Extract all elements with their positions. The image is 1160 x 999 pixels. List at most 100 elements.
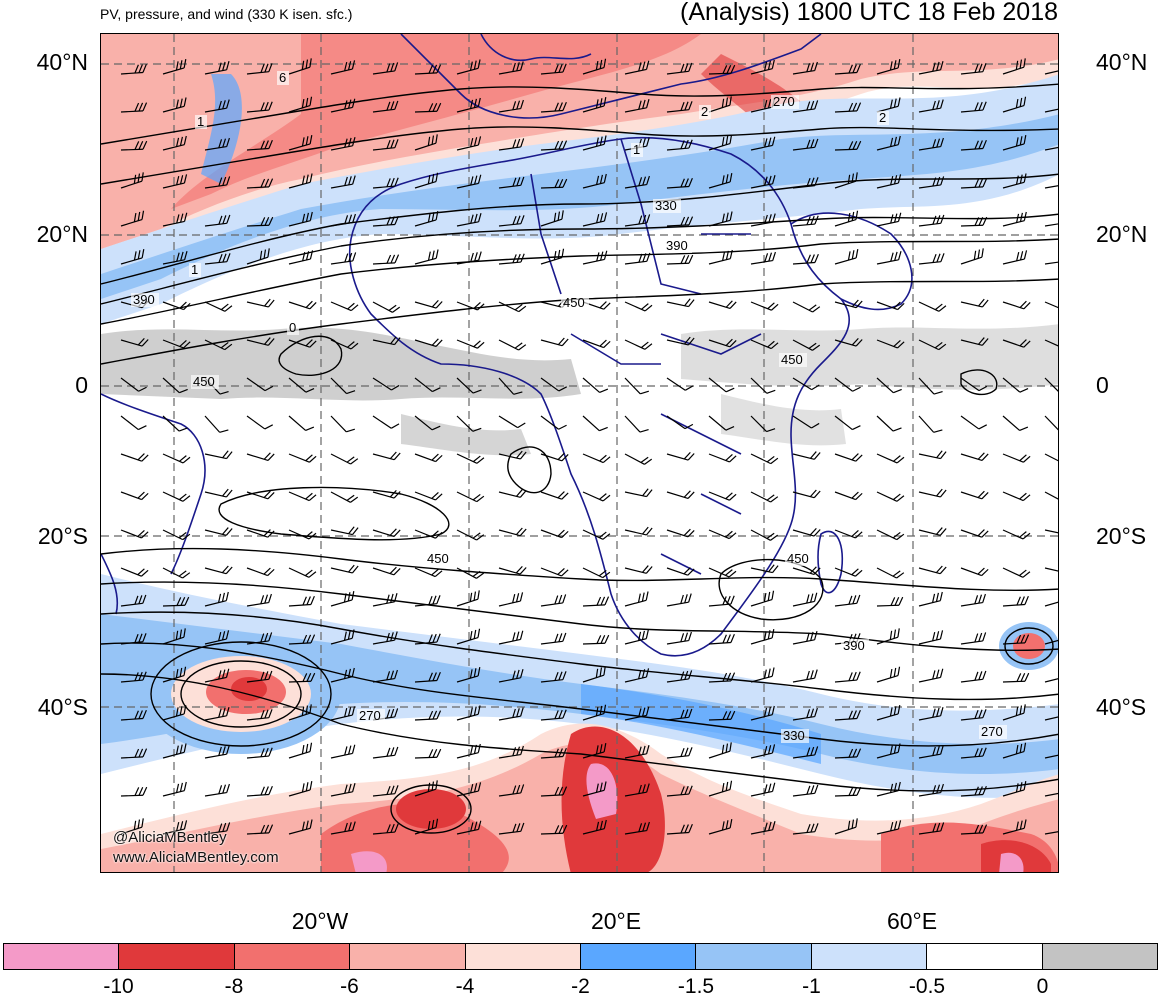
wind-barb-icon — [540, 747, 567, 759]
wind-barb-icon — [876, 415, 902, 432]
pressure-contours — [101, 83, 1058, 834]
lat-label-left-eq: 0 — [75, 372, 88, 398]
wind-barb-icon — [582, 634, 610, 645]
wind-barb-icon — [1002, 491, 1031, 502]
wind-barb-icon — [162, 567, 191, 579]
wind-barb-icon — [414, 134, 438, 151]
contour-label: 1 — [191, 262, 198, 277]
wind-barb-icon — [330, 744, 356, 759]
wind-barb-icon — [960, 377, 988, 392]
wind-barb-icon — [456, 628, 481, 645]
wind-barb-icon — [960, 298, 989, 308]
wind-barb-icon — [918, 822, 945, 835]
wind-barb-icon — [918, 99, 944, 113]
wind-barb-icon — [498, 592, 524, 607]
wind-barb-icon — [414, 172, 439, 189]
wind-barb-icon — [288, 595, 315, 607]
wind-barb-icon — [204, 99, 230, 113]
wind-barb-icon — [372, 177, 399, 189]
wind-barb-icon — [456, 491, 485, 503]
wind-barb-icon — [708, 710, 736, 721]
wind-barb-icon — [372, 566, 401, 576]
wind-barb-icon — [330, 137, 356, 151]
wind-barb-icon — [498, 565, 527, 575]
contour-label: 390 — [133, 292, 155, 307]
wind-barb-icon — [120, 210, 145, 227]
wind-barb-icon — [414, 633, 441, 645]
wind-barb-icon — [708, 211, 733, 227]
wind-barb-icon — [330, 591, 355, 607]
wind-barb-icon — [834, 491, 863, 501]
lat-label-left-40s: 40°S — [37, 694, 88, 720]
lat-lon-grid — [101, 34, 1058, 872]
wind-barb-icon — [498, 745, 525, 759]
wind-barb-icon — [708, 134, 733, 151]
wind-barb-icon — [750, 590, 775, 607]
wind-barb-icon — [624, 377, 649, 395]
wind-barb-icon — [330, 821, 356, 835]
wind-barb-icon — [918, 668, 944, 683]
wind-barb-icon — [330, 783, 356, 797]
wind-barb-icon — [204, 214, 231, 227]
wind-barb-icon — [288, 173, 313, 189]
wind-barb-icon — [666, 101, 693, 113]
wind-barb-icon — [204, 488, 233, 498]
wind-barb-icon — [666, 415, 694, 430]
wind-barb-icon — [414, 595, 441, 607]
lon-label-60e: 60°E — [886, 908, 938, 934]
wind-barbs — [120, 58, 1058, 835]
coastlines — [101, 34, 913, 657]
wind-barb-icon — [750, 667, 775, 683]
wind-barb-icon — [1044, 669, 1058, 683]
colorbar — [3, 943, 1158, 970]
wind-barb-icon — [414, 748, 442, 759]
colorbar-tick-label: -0.5 — [908, 975, 946, 998]
wind-barb-icon — [666, 336, 695, 346]
wind-barb-icon — [960, 670, 987, 683]
wind-barb-icon — [288, 250, 314, 265]
wind-barb-icon — [708, 742, 732, 759]
wind-barb-icon — [624, 488, 653, 498]
wind-barb-icon — [666, 670, 693, 683]
wind-barb-icon — [708, 300, 737, 310]
wind-barb-icon — [246, 178, 274, 189]
wind-barb-icon — [582, 567, 611, 579]
wind-barb-icon — [246, 824, 274, 835]
wind-barb-icon — [666, 785, 693, 797]
wind-barb-icon — [708, 338, 737, 348]
wind-barb-icon — [792, 746, 819, 759]
wind-barb-icon — [666, 216, 694, 227]
wind-barb-icon — [120, 415, 147, 431]
wind-barb-icon — [540, 63, 567, 75]
wind-barb-icon — [582, 212, 608, 227]
wind-barb-icon — [372, 100, 399, 113]
colorbar-segment — [465, 944, 582, 969]
wind-barb-icon — [540, 178, 568, 189]
wind-barb-icon — [288, 211, 313, 227]
wind-barb-icon — [330, 339, 359, 350]
wind-barb-icon — [666, 528, 695, 538]
wind-barb-icon — [960, 216, 988, 227]
lon-label-20w: 20°W — [291, 908, 349, 934]
wind-barb-icon — [750, 301, 779, 311]
wind-barb-icon — [540, 452, 569, 462]
wind-barb-icon — [162, 596, 190, 607]
wind-barb-icon — [162, 339, 191, 349]
wind-barb-icon — [666, 747, 693, 759]
wind-barb-icon — [540, 140, 568, 151]
wind-barb-icon — [918, 565, 947, 575]
lat-label-right-40n: 40°N — [1096, 49, 1148, 75]
wind-barb-icon — [498, 822, 525, 835]
wind-barb-icon — [834, 567, 863, 577]
lat-label-right-20n: 20°N — [1096, 221, 1148, 247]
wind-barb-icon — [288, 135, 313, 151]
wind-barb-icon — [372, 451, 401, 461]
wind-barb-icon — [204, 176, 231, 189]
wind-barb-icon — [1002, 672, 1030, 683]
wind-barb-icon — [1002, 250, 1028, 265]
wind-barb-icon — [582, 415, 608, 432]
wind-barb-icon — [330, 301, 359, 312]
wind-barb-icon — [498, 630, 524, 645]
wind-barb-icon — [876, 596, 904, 607]
wind-barb-icon — [498, 527, 527, 537]
